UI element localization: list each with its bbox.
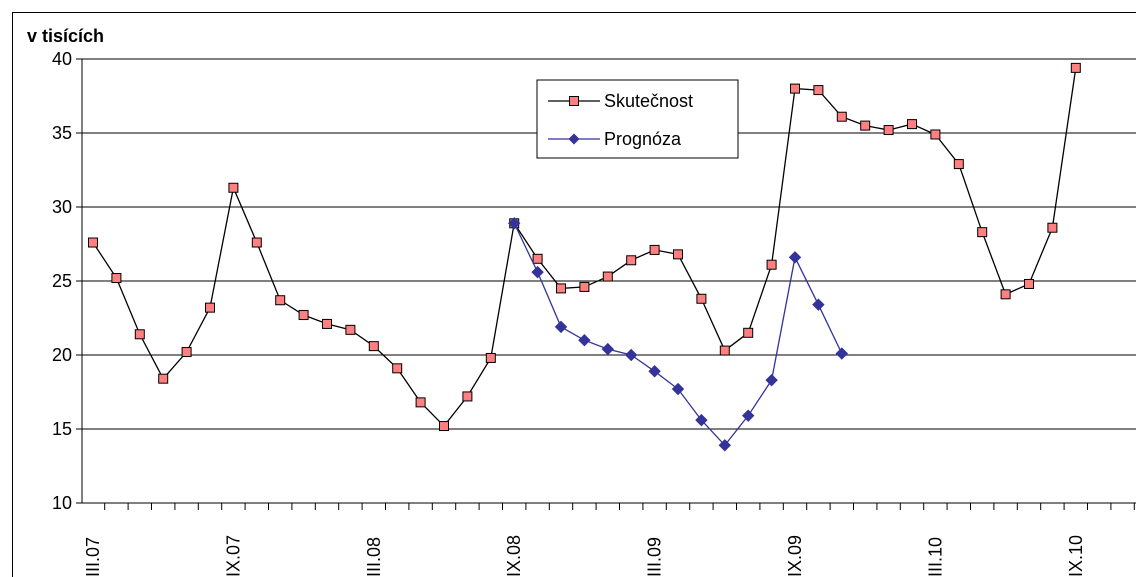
data-point — [134, 329, 145, 340]
y-tick-label: 20 — [52, 345, 72, 365]
legend-marker — [568, 133, 580, 145]
axes: 10 15 20 25 30 35 40 III.07 IX.07 III.08 IX.08 III.… — [52, 49, 1136, 577]
data-point — [485, 352, 496, 363]
data-point — [507, 217, 521, 230]
data-point — [624, 348, 638, 362]
data-point — [578, 333, 591, 347]
y-tick-label: 30 — [52, 197, 72, 217]
data-point — [111, 273, 122, 284]
data-point — [626, 255, 637, 266]
data-point — [835, 347, 849, 360]
y-tick-label: 10 — [52, 493, 72, 513]
data-point — [345, 324, 356, 335]
data-point — [322, 318, 332, 329]
data-point — [1070, 62, 1081, 73]
chart-frame — [12, 12, 1136, 577]
x-tick-label: III.07 — [83, 537, 103, 577]
data-point — [1047, 222, 1058, 233]
data-point — [671, 382, 685, 396]
series — [88, 62, 1081, 452]
data-point — [649, 244, 660, 255]
data-point — [743, 327, 754, 338]
data-point — [205, 302, 215, 313]
data-point — [275, 295, 286, 306]
data-point — [788, 251, 802, 264]
data-point — [836, 111, 847, 122]
x-tick-label: III.09 — [645, 537, 665, 577]
data-point — [813, 85, 824, 96]
legend-box — [536, 79, 739, 159]
data-point — [695, 413, 708, 427]
legend-label: Skutečnost — [604, 91, 693, 111]
data-point — [860, 120, 871, 131]
data-point — [601, 342, 615, 356]
x-tick-label: IX.09 — [785, 535, 805, 577]
data-point — [977, 227, 988, 238]
data-point — [719, 345, 730, 356]
x-tick-label: III.10 — [925, 537, 945, 577]
y-axis-title: v tisících — [27, 26, 104, 46]
data-point — [790, 83, 800, 94]
legend: Skutečnost Prognóza — [536, 79, 739, 159]
data-point — [415, 397, 426, 408]
x-tick-label: IX.10 — [1066, 535, 1086, 577]
data-point — [673, 249, 683, 260]
legend-marker — [569, 96, 579, 106]
data-point — [392, 363, 403, 374]
data-point — [462, 391, 473, 402]
legend-item: Skutečnost — [548, 91, 693, 111]
data-point — [554, 320, 568, 334]
data-point — [765, 373, 778, 387]
data-point — [439, 421, 449, 432]
x-tick-label: IX.07 — [223, 535, 243, 577]
y-tick-label: 15 — [52, 419, 72, 439]
data-point — [648, 365, 661, 378]
x-tick-label: III.08 — [364, 537, 384, 577]
data-point — [953, 159, 964, 170]
data-point — [368, 341, 379, 352]
data-point — [158, 373, 169, 384]
legend-label: Prognóza — [604, 129, 682, 149]
data-point — [251, 237, 262, 248]
series-1 — [507, 217, 849, 452]
legend-item: Prognóza — [548, 129, 682, 149]
data-point — [602, 271, 613, 282]
data-point — [181, 347, 192, 358]
data-point — [907, 119, 917, 130]
data-point — [812, 298, 825, 311]
data-point — [88, 237, 98, 248]
series-0 — [88, 62, 1081, 432]
data-point — [579, 281, 590, 292]
data-point — [930, 129, 941, 140]
data-point — [556, 283, 566, 294]
data-point — [298, 310, 309, 321]
data-point — [532, 253, 543, 264]
y-tick-label: 40 — [52, 49, 72, 69]
data-point — [1024, 278, 1034, 289]
data-point — [228, 182, 239, 193]
data-point — [1000, 289, 1011, 300]
y-tick-label: 25 — [52, 271, 72, 291]
data-point — [696, 293, 707, 304]
data-point — [531, 265, 544, 279]
x-tick-label: IX.08 — [504, 535, 524, 577]
data-point — [766, 259, 777, 270]
data-point — [718, 439, 732, 452]
data-point — [883, 125, 894, 136]
y-tick-label: 35 — [52, 123, 72, 143]
data-point — [741, 409, 755, 422]
